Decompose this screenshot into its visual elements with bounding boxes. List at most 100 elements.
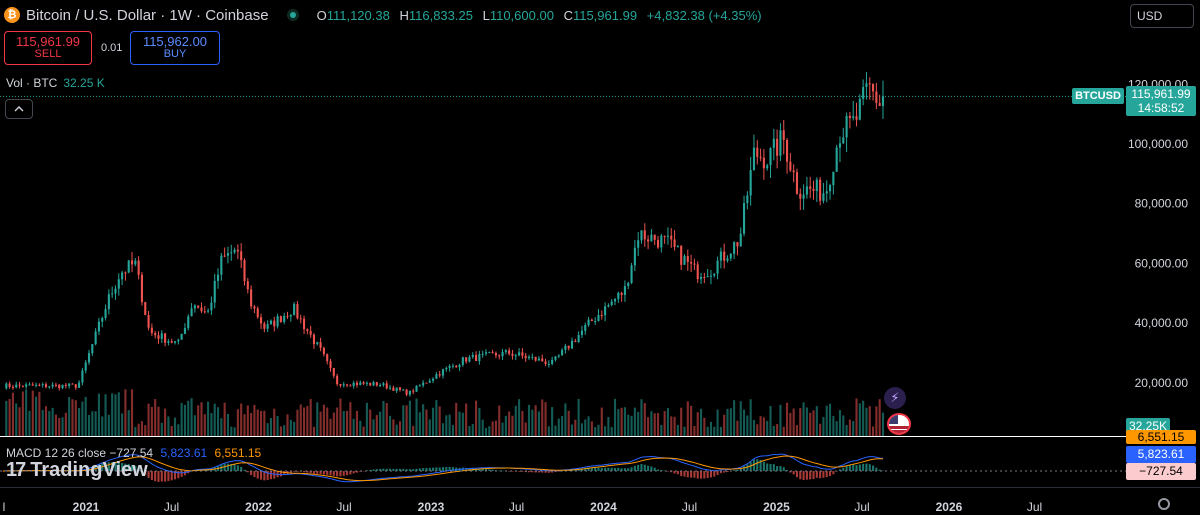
macd-histogram-bar — [289, 471, 292, 474]
volume-bar — [127, 410, 130, 436]
candle-body — [822, 193, 825, 201]
candle-body — [610, 301, 613, 305]
volume-bar — [432, 407, 435, 436]
candle-body — [302, 318, 306, 330]
currency-select[interactable]: USD — [1130, 4, 1194, 28]
macd-histogram-bar — [776, 466, 779, 471]
ohlc-close-key: C — [563, 7, 573, 23]
volume-bar — [279, 426, 282, 436]
volume-bar — [336, 407, 339, 436]
volume-bar — [121, 413, 124, 436]
flash-event-icon[interactable]: ⚡ — [884, 387, 906, 409]
candle-body — [789, 161, 792, 171]
volume-legend[interactable]: Vol · BTC 32.25 K — [6, 76, 105, 90]
macd-histogram-bar — [852, 464, 855, 471]
time-tick-label: Jul — [509, 500, 524, 514]
macd-histogram-bar — [580, 468, 583, 471]
volume-bar — [207, 401, 210, 436]
macd-histogram-bar — [875, 467, 878, 471]
volume-bar — [448, 414, 451, 436]
macd-histogram-bar — [802, 471, 805, 481]
candle-body — [666, 235, 670, 237]
volume-bar — [438, 406, 441, 436]
candle-body — [580, 330, 583, 335]
volume-bar — [372, 419, 375, 436]
macd-histogram-bar — [382, 468, 385, 471]
buy-button[interactable]: 115,962.00 BUY — [130, 31, 220, 65]
macd-histogram-bar — [772, 464, 775, 471]
us-flag-event-icon[interactable] — [887, 413, 911, 435]
volume-bar — [852, 421, 855, 436]
volume-bar — [759, 416, 762, 436]
macd-signal-line — [3, 455, 883, 482]
buy-price: 115,962.00 — [142, 34, 208, 49]
volume-bar — [865, 407, 868, 436]
volume-bar — [296, 409, 299, 436]
candle-body — [432, 378, 435, 381]
volume-bar — [379, 411, 382, 436]
candle-body — [524, 355, 527, 359]
time-tick-label: 2024 — [590, 500, 617, 514]
sell-button[interactable]: 115,961.99 SELL — [4, 31, 92, 65]
candle-body — [362, 382, 365, 384]
market-open-icon[interactable] — [286, 9, 299, 21]
candle-body — [365, 382, 368, 384]
volume-bar — [422, 404, 425, 436]
volume-bar — [643, 403, 646, 436]
macd-histogram-bar — [865, 463, 868, 471]
volume-bar — [726, 408, 729, 436]
candle-body — [650, 234, 653, 242]
candle-body — [766, 165, 769, 169]
candle-body — [557, 355, 560, 357]
macd-legend[interactable]: MACD 12 26 close −727.54 5,823.61 6,551.… — [6, 446, 261, 460]
settings-icon[interactable] — [1158, 498, 1170, 510]
volume-bar — [640, 399, 643, 436]
volume-bar — [269, 417, 273, 436]
volume-bar — [415, 398, 418, 436]
volume-bar — [514, 405, 517, 436]
volume-bar — [167, 416, 170, 436]
candle-body — [21, 385, 24, 387]
volume-bar — [468, 425, 471, 436]
volume-bar — [848, 419, 851, 436]
volume-bar — [250, 413, 253, 436]
volume-bar — [676, 425, 679, 436]
volume-bar — [389, 415, 392, 436]
macd-histogram-bar — [805, 471, 808, 480]
volume-bar — [746, 415, 749, 436]
macd-histogram-bar — [600, 467, 603, 471]
volume-bars — [5, 389, 885, 436]
candle-body — [276, 316, 279, 327]
macd-histogram-bar — [746, 464, 749, 471]
tradingview-logo[interactable]: 17 TradingView — [6, 459, 148, 482]
candle-body — [709, 275, 713, 277]
volume-bar — [339, 398, 342, 436]
macd-histogram-bar — [157, 471, 160, 482]
candle-body — [74, 384, 77, 388]
volume-bar — [673, 416, 676, 436]
macd-histogram-bar — [256, 471, 259, 479]
symbol-title[interactable]: Bitcoin / U.S. Dollar · 1W · Coinbase — [26, 6, 269, 24]
volume-bar — [230, 426, 233, 436]
candle-body — [273, 320, 276, 327]
macd-histogram-bar — [428, 467, 431, 471]
volume-bar — [475, 400, 478, 436]
volume-bar — [812, 410, 815, 436]
volume-bar — [435, 400, 438, 436]
macd-histogram-bar — [342, 471, 345, 476]
macd-histogram-bar — [352, 471, 355, 474]
volume-bar — [769, 406, 772, 436]
macd-histogram-bar — [425, 467, 428, 471]
volume-bar — [587, 416, 590, 436]
macd-histogram-bar — [316, 471, 319, 474]
candle-body — [382, 383, 385, 386]
macd-histogram-bar — [812, 471, 815, 480]
candle-body — [613, 299, 617, 302]
volume-bar — [792, 408, 795, 436]
candle-body — [819, 179, 822, 201]
volume-bar — [223, 402, 226, 436]
collapse-legend-button[interactable] — [5, 99, 33, 119]
macd-histogram-bar — [742, 466, 746, 471]
volume-bar — [782, 426, 785, 436]
